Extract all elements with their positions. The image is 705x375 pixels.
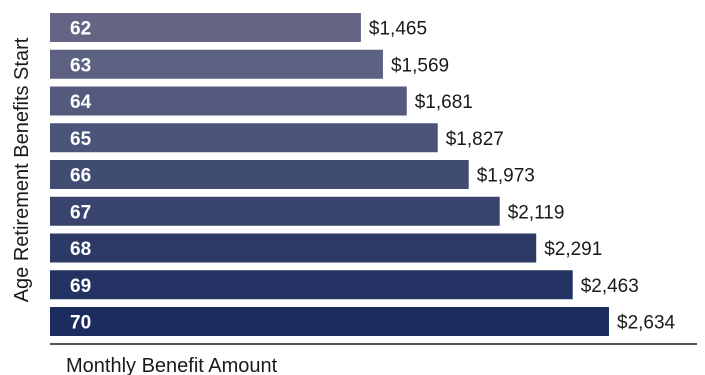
category-label-64: 64 (70, 92, 92, 113)
bar-age-68 (50, 233, 537, 263)
value-label-63: $1,569 (391, 55, 449, 76)
category-label-67: 67 (70, 202, 91, 223)
bar-age-62 (50, 13, 361, 42)
category-label-70: 70 (70, 313, 91, 334)
value-label-62: $1,465 (369, 19, 427, 40)
category-label-66: 66 (70, 166, 91, 187)
bar-age-64 (50, 86, 407, 116)
bar-age-63 (50, 49, 383, 79)
value-label-67: $2,119 (508, 202, 565, 223)
value-label-70: $2,634 (617, 313, 676, 334)
y-axis-label: Age Retirement Benefits Start (11, 37, 33, 302)
bars-group: 62 $1,465 63 $1,569 64 $1,681 65 $1,827 66 $1,973… (50, 13, 676, 336)
category-label-63: 63 (70, 55, 91, 76)
bar-age-67 (50, 196, 500, 226)
bar-age-65 (50, 123, 438, 153)
value-label-64: $1,681 (415, 92, 473, 113)
value-label-69: $2,463 (581, 276, 639, 297)
value-label-65: $1,827 (446, 129, 504, 150)
category-label-65: 65 (70, 129, 92, 150)
value-label-68: $2,291 (544, 239, 602, 260)
bar-age-69 (50, 270, 573, 300)
x-axis-label: Monthly Benefit Amount (66, 355, 278, 375)
bar-age-66 (50, 160, 469, 189)
value-label-66: $1,973 (477, 166, 535, 187)
category-label-68: 68 (70, 239, 91, 260)
bar-age-70 (50, 307, 609, 336)
category-label-69: 69 (70, 276, 91, 297)
category-label-62: 62 (70, 19, 91, 40)
